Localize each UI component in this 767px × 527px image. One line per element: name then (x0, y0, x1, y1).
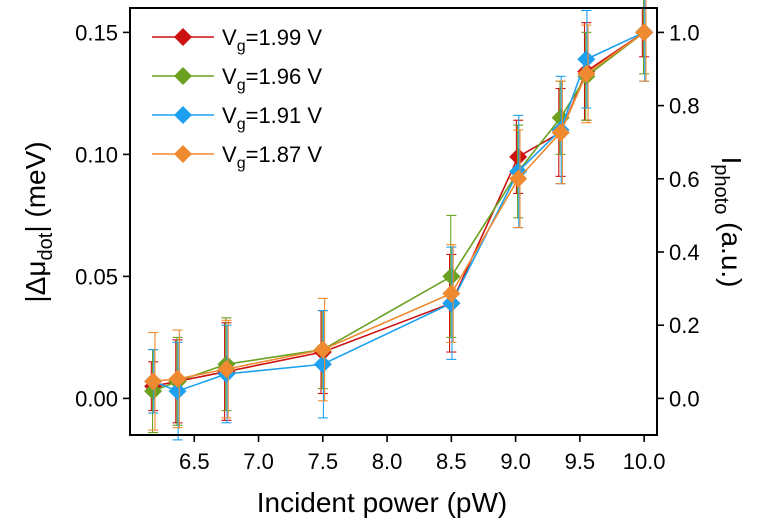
legend-label-main: V (222, 142, 237, 167)
data-point (442, 267, 461, 286)
data-point (577, 50, 596, 69)
y-right-tick-label: 0.4 (669, 240, 700, 265)
legend-marker (174, 106, 192, 124)
x-tick-label: 7.0 (243, 449, 274, 474)
data-point (168, 382, 187, 401)
legend-label-sub: g (237, 77, 246, 94)
data-point (551, 123, 570, 142)
legend-label: Vg=1.99 V (222, 25, 322, 55)
y-axis-left-title: |Δμdot| (meV) (20, 141, 57, 302)
data-point (168, 369, 187, 388)
data-point (442, 284, 461, 303)
data-point (577, 64, 596, 83)
data-point (509, 169, 528, 188)
plot-frame (129, 7, 658, 436)
data-point (635, 23, 654, 42)
x-tick-label: 9.0 (500, 449, 531, 474)
y-right-tick-label: 0.2 (669, 313, 700, 338)
y-left-tick-label: 0.10 (75, 142, 118, 167)
data-point (313, 355, 332, 374)
legend-label-rest: =1.99 V (246, 25, 323, 50)
legend-marker (174, 67, 192, 85)
legend-marker (174, 28, 192, 46)
y-right-tick-label: 0.6 (669, 167, 700, 192)
x-tick-label: 8.5 (436, 449, 467, 474)
y-right-title-main: I (716, 157, 747, 165)
legend-entry-2: Vg=1.96 V (152, 64, 322, 94)
y-left-tick-label: 0.05 (75, 264, 118, 289)
x-tick-label: 7.5 (308, 449, 339, 474)
x-tick-label: 8.0 (372, 449, 403, 474)
data-point (313, 340, 332, 359)
x-tick-label: 9.5 (565, 449, 596, 474)
legend-entry-4: Vg=1.87 V (152, 142, 322, 172)
y-right-tick-label: 1.0 (669, 20, 700, 45)
data-point (442, 294, 461, 313)
legend-label-main: V (222, 64, 237, 89)
legend-entry-3: Vg=1.91 V (152, 103, 322, 133)
legend-label-rest: =1.87 V (246, 142, 323, 167)
legend-label: Vg=1.91 V (222, 103, 322, 133)
legend-label-main: V (222, 25, 237, 50)
legend-label-main: V (222, 103, 237, 128)
x-tick-label: 10.0 (623, 449, 666, 474)
data-point (217, 360, 236, 379)
y-left-title-main: |Δμ (20, 260, 51, 302)
legend-label-rest: =1.91 V (246, 103, 323, 128)
legend-label: Vg=1.87 V (222, 142, 322, 172)
legend-label-sub: g (237, 38, 246, 55)
x-axis-title: Incident power (pW) (257, 487, 508, 518)
y-left-tick-label: 0.00 (75, 386, 118, 411)
data-point (144, 372, 163, 391)
y-right-tick-label: 0.8 (669, 94, 700, 119)
legend-label-sub: g (237, 116, 246, 133)
legend-entry-1: Vg=1.99 V (152, 25, 322, 55)
y-axis-right-title: Iphoto (a.u.) (710, 157, 747, 288)
legend-marker (174, 145, 192, 163)
legend-label-sub: g (237, 155, 246, 172)
legend-label: Vg=1.96 V (222, 64, 322, 94)
y-right-tick-label: 0.0 (669, 386, 700, 411)
y-right-title-sub: photo (710, 164, 732, 214)
y-left-tick-label: 0.15 (75, 20, 118, 45)
series-4 (144, 0, 654, 431)
x-tick-label: 6.5 (179, 449, 210, 474)
legend-label-rest: =1.96 V (246, 64, 323, 89)
y-right-title-rest: (a.u.) (716, 214, 747, 287)
y-left-title-sub: dot (35, 232, 57, 260)
legend: Vg=1.99 VVg=1.96 VVg=1.91 VVg=1.87 V (152, 25, 322, 172)
axes-layer: 6.5 7.0 7.5 8.0 8.5 9.0 9.5 10.0 0.00 0.05 0.10 0.1… (75, 7, 700, 474)
y-left-title-rest: | (meV) (20, 141, 51, 232)
series-layer (144, 0, 654, 441)
data-point (144, 382, 163, 401)
data-point (509, 147, 528, 166)
